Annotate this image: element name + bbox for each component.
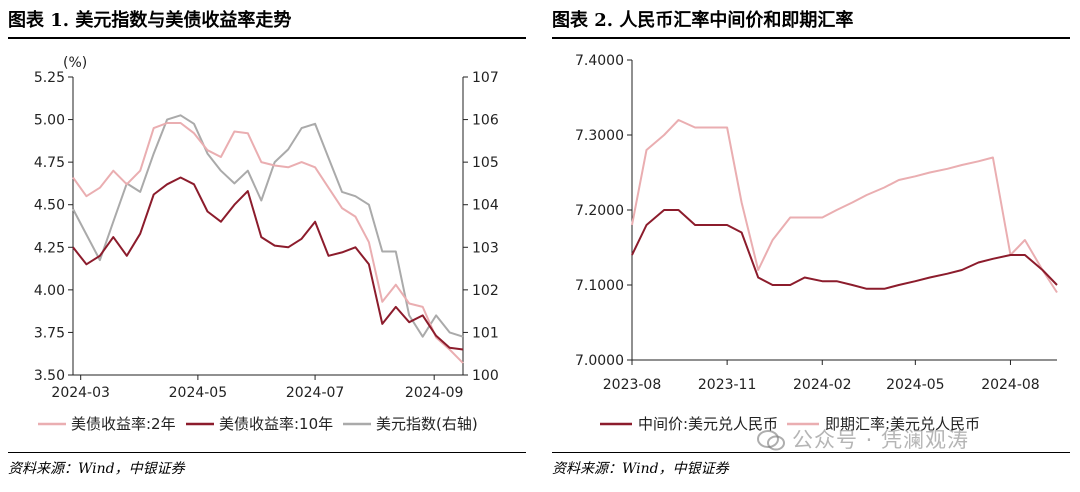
y-tick-label: 7.1000 — [575, 278, 624, 294]
x-tick-label: 2024-08 — [981, 377, 1040, 393]
legend-label-0: 中间价:美元兑人民币 — [638, 415, 778, 433]
wechat-icon — [757, 430, 785, 451]
watermark: 公众号 · 凭澜观涛 — [756, 424, 969, 454]
series-line-1 — [631, 119, 1058, 294]
y-left-tick-label: 4.00 — [34, 283, 65, 299]
series-line-1 — [72, 176, 464, 351]
y-left-tick-label: 5.00 — [34, 113, 65, 129]
y-left-tick-label: 3.50 — [34, 368, 65, 384]
y-right-tick-label: 104 — [472, 198, 499, 214]
y-right-tick-label: 105 — [472, 155, 499, 171]
y-left-tick-label: 5.25 — [34, 70, 65, 86]
title-rule — [8, 37, 526, 39]
y-left-tick-label: 3.75 — [34, 325, 65, 341]
y-right-tick-label: 106 — [472, 113, 499, 129]
chart-1-plot: 3.50 3.75 4.00 4.25 4.50 4.75 5.00 5.25 100 101 10… — [34, 55, 499, 433]
x-tick-label: 2023-08 — [603, 377, 662, 393]
chart-2-plot: 7.0000 7.1000 7.2000 7.3000 7.4000 2023-08 202… — [575, 53, 1058, 433]
y-right-tick-label: 101 — [472, 325, 499, 341]
y-left-tick-label: 4.50 — [34, 198, 65, 214]
y-right-tick-label: 100 — [472, 368, 499, 384]
y-left-tick-label: 4.25 — [34, 240, 65, 256]
x-tick-label: 2024-07 — [286, 385, 345, 401]
chart-panel-1: 图表 1. 美元指数与美债收益率走势 3.50 3.75 4.00 4.25 4.50 4… — [8, 0, 528, 492]
legend-label-0: 美债收益率:2年 — [71, 415, 176, 433]
x-tick-label: 2024-03 — [51, 385, 110, 401]
x-tick-label: 2024-05 — [886, 377, 945, 393]
x-tick-label: 2024-05 — [169, 385, 228, 401]
y-right-tick-label: 102 — [472, 283, 499, 299]
title-rule — [552, 37, 1070, 39]
chart-panel-2: 图表 2. 人民币汇率中间价和即期汇率 7.0000 7.1000 7.2000 7.… — [552, 0, 1072, 492]
source-rule — [552, 452, 1070, 453]
legend-label-1: 即期汇率:美元兑人民币 — [825, 415, 980, 433]
legend-label-1: 美债收益率:10年 — [219, 415, 333, 433]
y-tick-label: 7.4000 — [575, 53, 624, 69]
series-line-0 — [631, 209, 1058, 290]
y-tick-label: 7.0000 — [575, 353, 624, 369]
chart-title: 图表 2. 人民币汇率中间价和即期汇率 — [552, 10, 854, 31]
series-line-2 — [72, 114, 464, 338]
x-tick-label: 2023-11 — [698, 377, 757, 393]
y-right-tick-label: 103 — [472, 240, 499, 256]
source-note: 资料来源：Wind，中银证券 — [8, 461, 185, 477]
watermark-text: 公众号 · 凭澜观涛 — [792, 428, 970, 452]
y-left-tick-label: 4.75 — [34, 155, 65, 171]
x-tick-label: 2024-02 — [793, 377, 852, 393]
x-tick-label: 2024-09 — [405, 385, 464, 401]
source-note: 资料来源：Wind，中银证券 — [552, 461, 729, 477]
legend-label-2: 美元指数(右轴) — [376, 415, 478, 433]
y-right-tick-label: 107 — [472, 70, 499, 86]
y-tick-label: 7.3000 — [575, 128, 624, 144]
series-line-0 — [72, 122, 464, 364]
source-rule — [8, 452, 526, 453]
chart-title: 图表 1. 美元指数与美债收益率走势 — [8, 10, 292, 31]
y-tick-label: 7.2000 — [575, 203, 624, 219]
y-unit-label: (%) — [63, 55, 87, 71]
